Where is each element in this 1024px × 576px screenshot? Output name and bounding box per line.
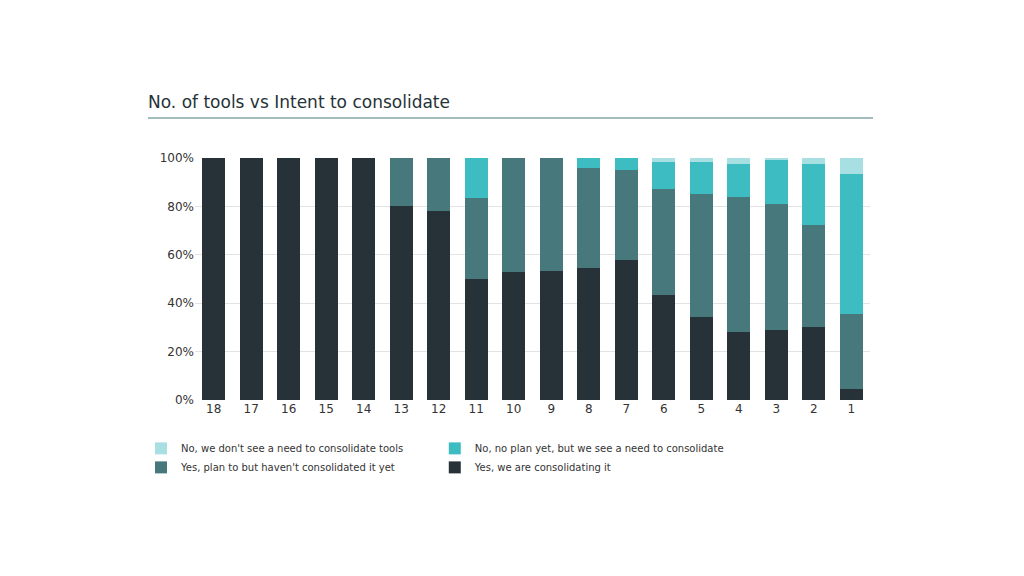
svg-text:100%: 100% bbox=[160, 151, 194, 165]
svg-text:No, no plan yet, but we see a: No, no plan yet, but we see a need to co… bbox=[475, 443, 724, 454]
svg-text:15: 15 bbox=[319, 402, 334, 416]
svg-text:6: 6 bbox=[660, 402, 668, 416]
svg-text:7: 7 bbox=[622, 402, 630, 416]
svg-text:0%: 0% bbox=[175, 393, 194, 407]
svg-text:13: 13 bbox=[394, 402, 409, 416]
svg-text:40%: 40% bbox=[167, 296, 194, 310]
svg-text:Yes, we are consolidating it: Yes, we are consolidating it bbox=[474, 462, 611, 473]
svg-text:12: 12 bbox=[431, 402, 446, 416]
svg-text:5: 5 bbox=[697, 402, 705, 416]
svg-text:9: 9 bbox=[547, 402, 555, 416]
svg-text:80%: 80% bbox=[167, 200, 194, 214]
svg-text:11: 11 bbox=[469, 402, 484, 416]
svg-text:3: 3 bbox=[772, 402, 780, 416]
svg-text:8: 8 bbox=[585, 402, 593, 416]
svg-text:4: 4 bbox=[735, 402, 743, 416]
svg-text:18: 18 bbox=[206, 402, 221, 416]
svg-text:Yes, plan to but haven't conso: Yes, plan to but haven't consolidated it… bbox=[180, 462, 395, 473]
svg-text:60%: 60% bbox=[167, 248, 194, 262]
svg-text:2: 2 bbox=[810, 402, 818, 416]
svg-text:14: 14 bbox=[356, 402, 371, 416]
svg-text:16: 16 bbox=[281, 402, 296, 416]
svg-text:10: 10 bbox=[506, 402, 521, 416]
svg-text:20%: 20% bbox=[167, 345, 194, 359]
svg-text:No, we don't see a need to con: No, we don't see a need to consolidate t… bbox=[181, 443, 403, 454]
svg-text:17: 17 bbox=[244, 402, 259, 416]
svg-text:1: 1 bbox=[847, 402, 855, 416]
svg-text:No. of tools vs Intent to cons: No. of tools vs Intent to consolidate bbox=[148, 92, 450, 112]
